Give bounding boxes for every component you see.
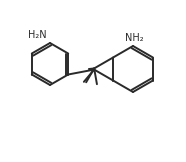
Text: NH₂: NH₂ (125, 33, 143, 43)
Text: H₂N: H₂N (28, 30, 47, 40)
